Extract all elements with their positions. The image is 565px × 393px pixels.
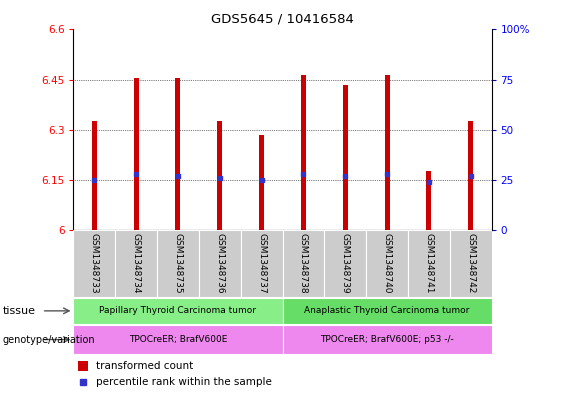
- Bar: [282, 298, 492, 324]
- Bar: [134, 78, 138, 230]
- Text: GSM1348737: GSM1348737: [257, 233, 266, 294]
- Text: GSM1348738: GSM1348738: [299, 233, 308, 294]
- Text: GSM1348739: GSM1348739: [341, 233, 350, 294]
- Text: transformed count: transformed count: [97, 361, 194, 371]
- Bar: [115, 230, 157, 297]
- Bar: [468, 121, 473, 230]
- Text: GSM1348734: GSM1348734: [132, 233, 141, 294]
- Text: genotype/variation: genotype/variation: [3, 334, 95, 345]
- Bar: [282, 325, 492, 354]
- Bar: [73, 325, 282, 354]
- Text: GSM1348735: GSM1348735: [173, 233, 182, 294]
- Text: TPOCreER; BrafV600E; p53 -/-: TPOCreER; BrafV600E; p53 -/-: [320, 335, 454, 344]
- Bar: [301, 75, 306, 230]
- Bar: [366, 230, 408, 297]
- Text: tissue: tissue: [3, 306, 36, 316]
- Text: Anaplastic Thyroid Carcinoma tumor: Anaplastic Thyroid Carcinoma tumor: [305, 307, 470, 315]
- Bar: [385, 75, 389, 230]
- Bar: [324, 230, 366, 297]
- Bar: [343, 84, 347, 230]
- Bar: [73, 230, 115, 297]
- Bar: [450, 230, 492, 297]
- Text: GSM1348733: GSM1348733: [90, 233, 99, 294]
- Bar: [199, 230, 241, 297]
- Text: GSM1348742: GSM1348742: [466, 233, 475, 294]
- Text: Papillary Thyroid Carcinoma tumor: Papillary Thyroid Carcinoma tumor: [99, 307, 257, 315]
- Text: GSM1348736: GSM1348736: [215, 233, 224, 294]
- Bar: [218, 121, 222, 230]
- Text: GSM1348741: GSM1348741: [424, 233, 433, 294]
- Bar: [259, 135, 264, 230]
- Title: GDS5645 / 10416584: GDS5645 / 10416584: [211, 13, 354, 26]
- Bar: [241, 230, 282, 297]
- Text: percentile rank within the sample: percentile rank within the sample: [97, 377, 272, 387]
- Text: GSM1348740: GSM1348740: [383, 233, 392, 294]
- Bar: [73, 298, 282, 324]
- Bar: [157, 230, 199, 297]
- Bar: [282, 230, 324, 297]
- Text: TPOCreER; BrafV600E: TPOCreER; BrafV600E: [129, 335, 227, 344]
- Bar: [92, 121, 97, 230]
- Bar: [176, 78, 180, 230]
- Bar: [427, 171, 431, 230]
- Bar: [408, 230, 450, 297]
- Bar: [77, 361, 88, 371]
